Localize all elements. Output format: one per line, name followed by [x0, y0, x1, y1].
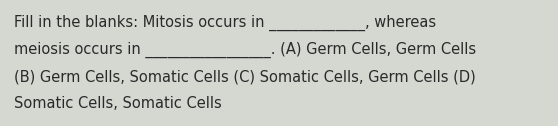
- Text: meiosis occurs in _________________. (A) Germ Cells, Germ Cells: meiosis occurs in _________________. (A)…: [14, 42, 476, 58]
- Text: Fill in the blanks: Mitosis occurs in _____________, whereas: Fill in the blanks: Mitosis occurs in __…: [14, 15, 436, 31]
- Text: (B) Germ Cells, Somatic Cells (C) Somatic Cells, Germ Cells (D): (B) Germ Cells, Somatic Cells (C) Somati…: [14, 69, 476, 84]
- Text: Somatic Cells, Somatic Cells: Somatic Cells, Somatic Cells: [14, 96, 222, 111]
